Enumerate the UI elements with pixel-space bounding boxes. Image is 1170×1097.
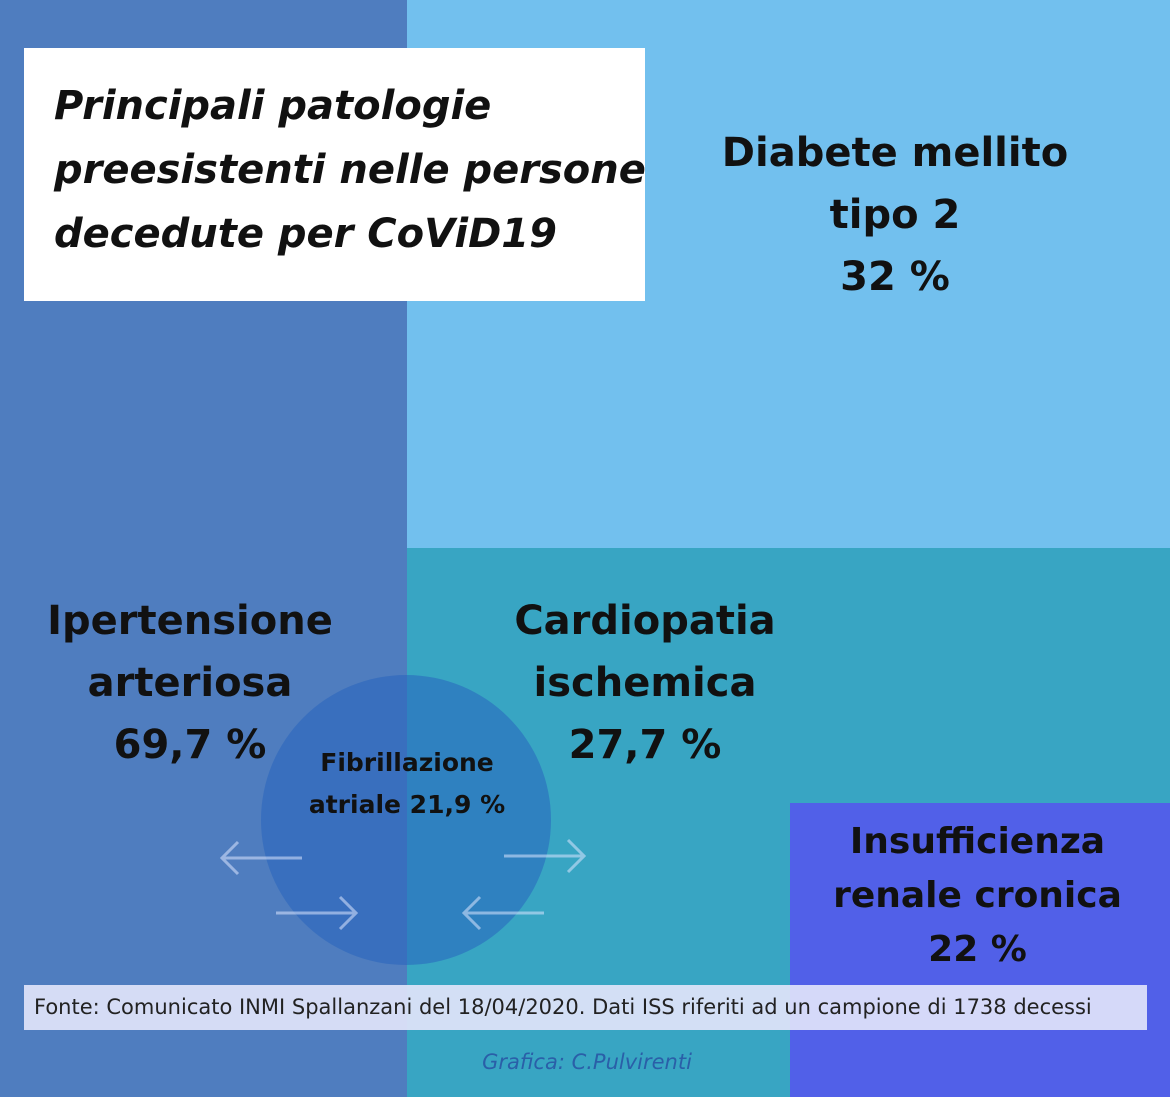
ipertensione-value: 69,7 % [113, 722, 267, 768]
title-line-3: decedute per CoViD19 [54, 211, 557, 257]
cardiopatia-label: Cardiopatia ischemica 27,7 % [480, 590, 810, 776]
insufficienza-name-line-1: Insufficienza [849, 821, 1106, 862]
fibrillazione-circle [261, 675, 551, 965]
arrow-left-icon [219, 840, 302, 876]
ipertensione-label: Ipertensione arteriosa 69,7 % [20, 590, 360, 776]
arrow-left-icon [461, 895, 544, 931]
diabete-value: 32 % [840, 254, 950, 300]
diabete-name-line-2: tipo 2 [829, 192, 961, 238]
cardiopatia-name-line-2: ischemica [533, 660, 757, 706]
cardiopatia-value: 27,7 % [568, 722, 722, 768]
ipertensione-name-line-2: arteriosa [87, 660, 293, 706]
title-line-2: preesistenti nelle persone [54, 147, 646, 193]
fibrillazione-name-line-2: atriale 21,9 % [308, 790, 506, 819]
cardiopatia-name-line-1: Cardiopatia [514, 598, 776, 644]
diabete-name-line-1: Diabete mellito [721, 130, 1069, 176]
arrow-right-icon [276, 895, 359, 931]
insufficienza-value: 22 % [928, 929, 1027, 970]
title-line-1: Principali patologie [54, 83, 492, 129]
fibrillazione-label: Fibrillazione atriale 21,9 % [262, 742, 552, 826]
insufficienza-name-line-2: renale cronica [833, 875, 1122, 916]
fibrillazione-name-line-1: Fibrillazione [320, 748, 494, 777]
arrow-right-icon [504, 838, 587, 874]
diabete-label: Diabete mellito tipo 2 32 % [680, 122, 1110, 308]
graphic-credit: Grafica: C.Pulvirenti [482, 1050, 692, 1074]
title-box: Principali patologie preesistenti nelle … [24, 48, 646, 301]
ipertensione-name-line-1: Ipertensione [47, 598, 333, 644]
source-note: Fonte: Comunicato INMI Spallanzani del 1… [24, 985, 1147, 1030]
insufficienza-panel [790, 803, 1170, 1097]
insufficienza-label: Insufficienza renale cronica 22 % [800, 815, 1155, 977]
